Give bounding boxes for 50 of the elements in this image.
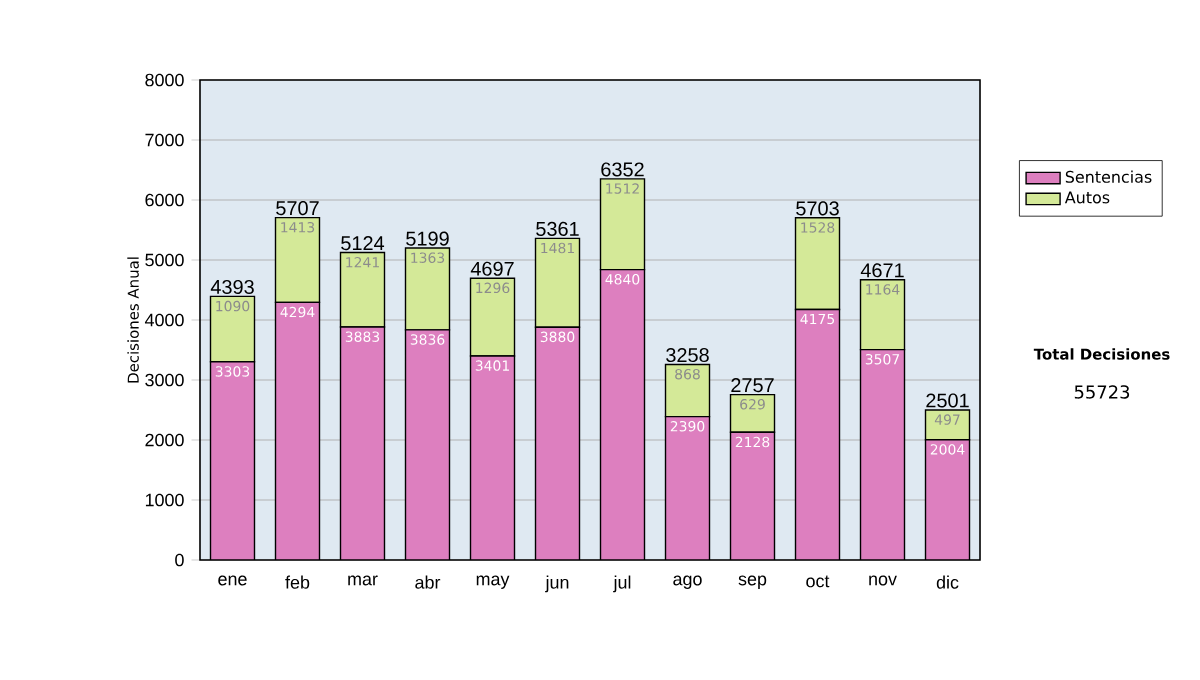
y-tick-label: 3000 [145,373,184,387]
x-tick-label: may [476,575,510,589]
total-label: 4671 [860,263,904,278]
bar [924,439,971,560]
bar [859,279,906,351]
bar [665,416,710,560]
bar [795,309,840,560]
bar [210,361,255,560]
total-label: 5124 [341,236,385,251]
x-tick-label: jun [545,575,569,593]
y-tick-label: 5000 [145,253,184,267]
total-label: 6352 [601,162,644,177]
x-tick-label: nov [869,575,897,586]
bar [469,277,516,357]
y-tick-label: 2000 [145,433,184,447]
y-tick-label: 8000 [145,73,184,87]
total-label: 5707 [276,201,319,216]
bar [340,327,385,560]
text: 55723 [1074,385,1130,399]
bar [860,349,905,560]
y-tick-label: 4000 [144,313,184,327]
y-tick-label: 7000 [145,133,184,147]
bar [664,363,711,418]
x-tick-label: dic [936,575,959,589]
bar [470,355,515,560]
bar [535,327,580,560]
x-tick-label: abr [415,575,441,589]
x-tick-label: jul [613,575,631,593]
total-label: 5199 [406,231,449,246]
bar [729,393,776,434]
x-tick-label: mar [348,575,378,586]
x-tick-label: sep [738,575,767,589]
y-tick-label: 0 [175,553,184,567]
total-label: 4697 [470,261,514,276]
total-label: 5703 [796,201,839,216]
x-tick-label: ene [218,575,247,586]
total-label: 5361 [536,221,579,236]
total-label: 4393 [210,279,254,295]
bar [600,269,645,560]
total-label: 3258 [666,348,709,363]
x-tick-label: oct [806,575,830,588]
x-tick-label: feb [285,575,310,589]
x-tick-label: ago [673,575,702,589]
bar [275,302,320,560]
bar [730,432,775,560]
y-tick-label: 1000 [145,493,184,507]
y-tick-label: 6000 [145,193,184,207]
bar [405,329,450,560]
total-label: 2757 [731,378,774,393]
total-label: 2501 [926,393,969,408]
